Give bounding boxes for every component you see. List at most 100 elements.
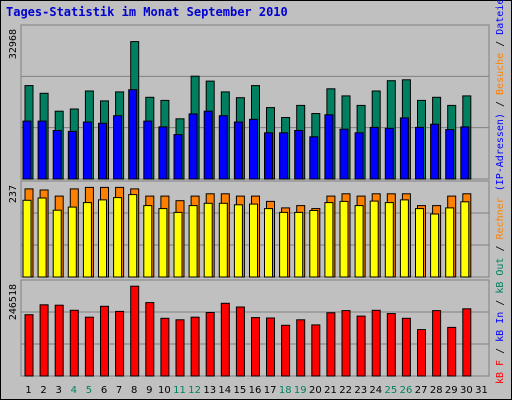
bar-top-dateien-27 [415, 126, 424, 180]
legend-entry-5: / [495, 239, 506, 257]
bar-middle-besuche-18 [279, 211, 289, 278]
x-tick-label-5: 5 [86, 385, 92, 396]
x-tick-label-25: 25 [385, 385, 398, 396]
bar-top-dateien-11 [173, 134, 183, 180]
bar-middle-besuche-13 [203, 202, 213, 278]
bar-middle-besuche-17 [264, 208, 273, 278]
x-tick-label-19: 19 [294, 385, 307, 396]
legend-entry-8: / [495, 95, 506, 113]
bar-top-dateien-8 [128, 89, 138, 180]
bar-bottom-kb-in-21 [326, 312, 336, 377]
legend-entry-11: Dateien [495, 0, 506, 35]
bar-bottom-kb-in-26 [401, 317, 411, 377]
bar-top-dateien-24 [369, 126, 379, 180]
bar-middle-besuche-26 [399, 199, 409, 278]
x-tick-label-10: 10 [158, 385, 171, 396]
bar-bottom-kb-in-5 [84, 316, 94, 377]
legend-entry-4: kB Out [495, 258, 506, 294]
bar-top-dateien-7 [113, 115, 123, 180]
x-tick-label-12: 12 [188, 385, 201, 396]
bar-middle-besuche-25 [384, 202, 394, 278]
bar-bottom-kb-in-4 [69, 309, 79, 377]
panel-bottom-max-label: 246518 [8, 284, 19, 320]
bar-bottom-kb-in-6 [100, 305, 109, 377]
x-tick-label-22: 22 [339, 385, 352, 396]
x-tick-label-6: 6 [101, 385, 107, 396]
x-tick-label-24: 24 [369, 385, 382, 396]
bar-middle-besuche-27 [415, 208, 424, 278]
bar-top-dateien-1 [22, 120, 32, 180]
bar-middle-besuche-4 [67, 206, 77, 278]
bar-top-dateien-3 [52, 130, 62, 180]
bar-top-dateien-28 [430, 123, 440, 180]
bar-bottom-kb-in-25 [386, 313, 396, 377]
x-tick-label-13: 13 [203, 385, 216, 396]
legend-entry-10: / [495, 35, 506, 53]
bar-middle-besuche-16 [249, 203, 258, 278]
x-tick-label-30: 30 [460, 385, 473, 396]
x-tick-label-15: 15 [234, 385, 247, 396]
x-tick-label-20: 20 [309, 385, 322, 396]
bar-middle-besuche-29 [445, 207, 455, 278]
bar-bottom-kb-in-7 [115, 310, 125, 377]
bar-bottom-kb-in-17 [266, 317, 275, 377]
bar-bottom-kb-in-15 [235, 306, 245, 377]
bar-bottom-kb-in-1 [24, 314, 34, 377]
bar-bottom-kb-in-29 [447, 326, 457, 377]
bar-bottom-kb-in-23 [356, 315, 366, 377]
bar-middle-besuche-22 [339, 200, 349, 278]
bar-top-dateien-25 [384, 127, 394, 180]
x-tick-label-27: 27 [415, 385, 428, 396]
x-tick-label-4: 4 [71, 385, 77, 396]
bar-middle-besuche-10 [158, 208, 168, 278]
bar-middle-besuche-30 [460, 201, 470, 278]
bar-top-dateien-13 [203, 110, 213, 180]
bar-middle-besuche-24 [369, 200, 379, 278]
bar-bottom-kb-in-13 [205, 312, 215, 377]
bar-top-dateien-20 [309, 136, 319, 180]
bar-bottom-kb-in-27 [417, 329, 426, 377]
bar-middle-besuche-23 [354, 205, 364, 278]
bar-top-dateien-22 [339, 128, 349, 180]
bar-top-dateien-2 [37, 120, 47, 180]
bar-top-dateien-9 [143, 120, 153, 180]
bar-top-dateien-15 [233, 121, 243, 180]
legend-entry-1: / [495, 342, 506, 360]
x-tick-label-29: 29 [445, 385, 458, 396]
bar-bottom-kb-in-9 [145, 302, 155, 377]
x-tick-label-11: 11 [173, 385, 186, 396]
bar-middle-besuche-12 [188, 205, 198, 278]
panel-top-max-label: 32968 [8, 29, 19, 59]
bar-top-dateien-16 [249, 118, 258, 180]
bar-middle-besuche-8 [128, 194, 138, 278]
x-tick-label-7: 7 [116, 385, 122, 396]
bar-top-dateien-29 [445, 129, 455, 180]
bar-middle-besuche-9 [143, 205, 153, 278]
bar-middle-besuche-19 [294, 211, 304, 278]
bar-bottom-kb-in-24 [371, 309, 381, 377]
bar-top-dateien-12 [188, 113, 198, 180]
x-tick-label-2: 2 [40, 385, 46, 396]
x-tick-label-31: 31 [475, 385, 488, 396]
x-tick-label-21: 21 [324, 385, 337, 396]
legend-entry-9: Besuche [495, 53, 506, 95]
legend-entry-7: (IP-Adressen) [495, 113, 506, 197]
bar-top-dateien-4 [67, 130, 77, 180]
bar-top-dateien-17 [264, 132, 273, 180]
bar-bottom-kb-in-22 [341, 310, 351, 377]
bar-top-dateien-23 [354, 132, 364, 180]
bar-bottom-kb-in-14 [220, 302, 230, 377]
bar-middle-besuche-11 [173, 211, 183, 278]
x-tick-label-23: 23 [354, 385, 367, 396]
bar-bottom-kb-in-20 [311, 324, 321, 377]
bar-top-dateien-10 [158, 126, 168, 180]
x-tick-label-18: 18 [279, 385, 292, 396]
bar-middle-besuche-6 [98, 199, 107, 278]
legend-entry-2: kB In [495, 312, 506, 342]
bar-bottom-kb-in-19 [296, 319, 306, 377]
bar-bottom-kb-in-28 [432, 310, 442, 377]
bar-bottom-kb-in-2 [39, 304, 49, 377]
x-tick-label-26: 26 [400, 385, 413, 396]
legend: kB F / kB In / kB Out / Rechner (IP-Adre… [495, 0, 506, 384]
